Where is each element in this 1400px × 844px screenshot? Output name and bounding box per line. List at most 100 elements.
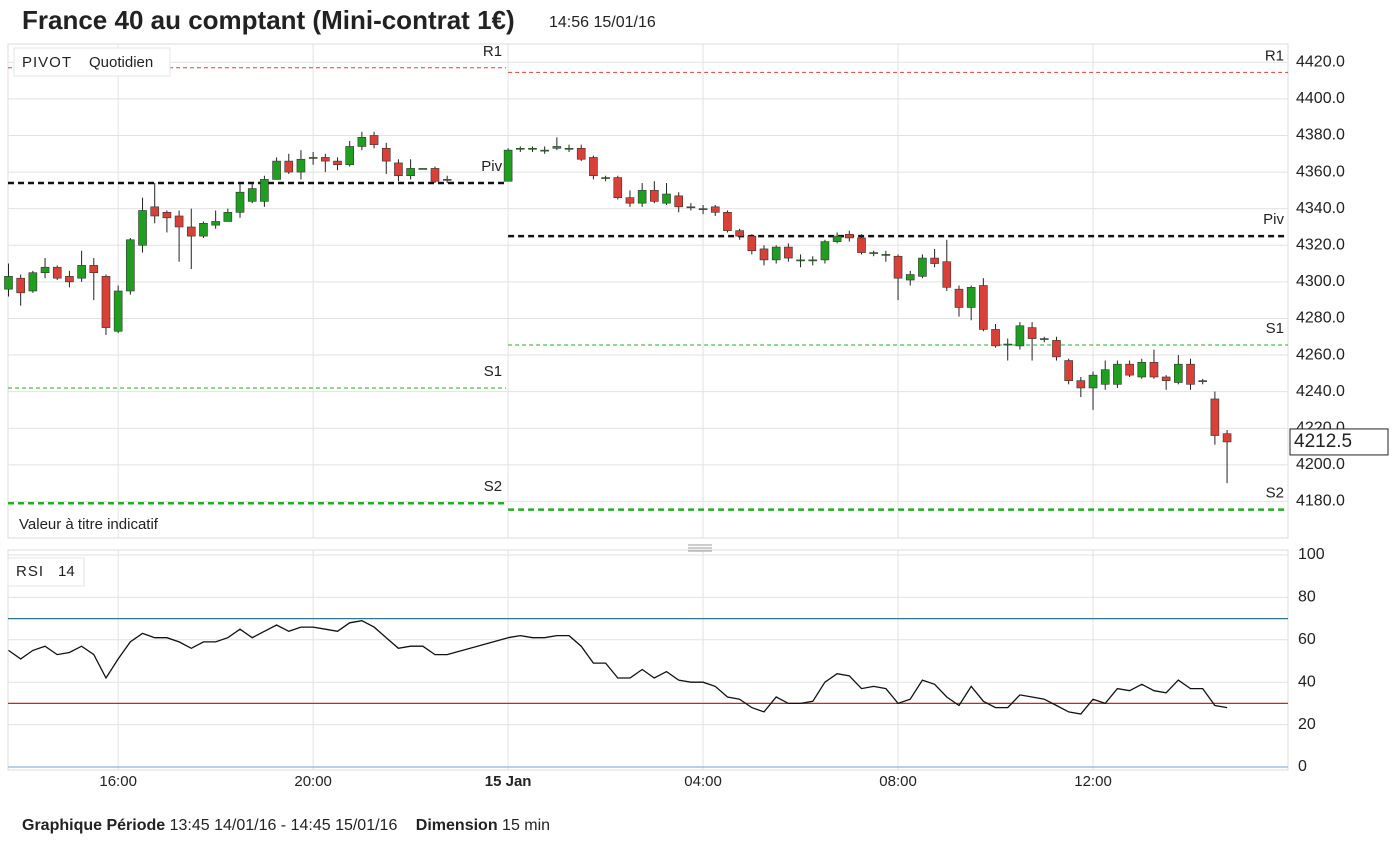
pivot-label: Piv — [1263, 211, 1284, 228]
candle-body — [1125, 363, 1134, 376]
candle-body — [28, 272, 38, 292]
y-tick-label: 100 — [1298, 546, 1325, 563]
candle-body — [710, 206, 720, 213]
candle-body — [650, 190, 659, 202]
candle-body — [394, 162, 403, 177]
candle-body — [260, 179, 269, 202]
candle-body — [528, 147, 537, 150]
candle-body — [564, 147, 574, 150]
candle-body — [1210, 398, 1220, 436]
candle-body — [747, 235, 757, 252]
candle-body — [126, 239, 135, 292]
candle-body — [199, 223, 208, 237]
x-tick-label: 16:00 — [99, 773, 137, 790]
y-tick-label: 4420.0 — [1296, 54, 1345, 71]
candle-body — [4, 276, 13, 290]
candle-body — [101, 276, 111, 328]
candle-body — [345, 146, 354, 166]
candle-body — [832, 235, 842, 242]
candle-body — [174, 215, 184, 228]
candle-body — [16, 277, 25, 294]
candle-body — [1149, 362, 1159, 378]
candle-body — [321, 157, 330, 162]
candle-body — [186, 226, 196, 237]
candle-body — [1113, 363, 1122, 385]
candle-body — [1186, 363, 1195, 385]
candle-body — [1027, 327, 1037, 339]
candle-body — [796, 259, 805, 262]
candle-body — [857, 237, 866, 253]
candle-body — [150, 206, 160, 217]
y-tick-label: 4280.0 — [1296, 310, 1345, 327]
y-tick-label: 4360.0 — [1296, 163, 1345, 180]
legend-study: RSI — [16, 563, 44, 580]
candle-body — [65, 276, 74, 283]
footer-label: Dimension — [416, 817, 498, 834]
pivot-label: S1 — [1266, 320, 1284, 337]
y-tick-label: 4240.0 — [1296, 383, 1345, 400]
candle-body — [40, 266, 50, 274]
note: Valeur à titre indicatif — [19, 516, 159, 533]
candle-body — [162, 212, 172, 219]
candle-body — [247, 188, 257, 202]
y-tick-label: 20 — [1298, 716, 1316, 733]
candle-body — [223, 212, 233, 222]
candle-body — [613, 177, 623, 198]
y-tick-label: 4340.0 — [1296, 200, 1345, 217]
candle-body — [735, 230, 744, 237]
price-panel — [7, 43, 1289, 539]
y-tick-label: 4300.0 — [1296, 273, 1345, 290]
candle-body — [686, 206, 696, 209]
candle-body — [77, 265, 86, 279]
rsi-line — [8, 620, 1228, 715]
candle-body — [1222, 433, 1232, 443]
candle-body — [515, 147, 525, 150]
grid — [8, 44, 1288, 770]
candle-body — [625, 197, 635, 204]
candle-body — [918, 257, 927, 277]
pivot-label: R1 — [483, 43, 502, 60]
candle-body — [869, 252, 878, 254]
y-tick-label: 80 — [1298, 589, 1316, 606]
candle-body — [381, 147, 391, 162]
candle-body — [442, 179, 452, 181]
panel-handle — [688, 544, 712, 552]
y-tick-label: 4320.0 — [1296, 236, 1345, 253]
candle-body — [235, 191, 245, 213]
pivot-label: R1 — [1265, 47, 1284, 64]
price-badge-label: 4212.5 — [1294, 431, 1352, 452]
pivot-label: S2 — [1266, 485, 1284, 502]
candle-body — [1161, 376, 1171, 381]
y-tick-label: 60 — [1298, 631, 1316, 648]
candle-body — [881, 254, 891, 256]
candle-body — [1137, 362, 1147, 378]
candle-body — [503, 149, 513, 182]
candle-body — [552, 146, 562, 149]
candle-body — [1039, 338, 1049, 340]
candle-body — [1198, 380, 1207, 382]
y-tick-label: 4380.0 — [1296, 127, 1345, 144]
candle-body — [272, 160, 281, 180]
candle-body — [942, 261, 952, 288]
candle-body — [966, 287, 976, 308]
candle-body — [589, 157, 598, 177]
candle-body — [296, 158, 306, 173]
candle-body — [893, 255, 903, 279]
y-tick-label: 40 — [1298, 673, 1316, 690]
x-tick-label: 20:00 — [294, 773, 332, 790]
candle-body — [954, 288, 964, 308]
candle-body — [52, 266, 62, 279]
candle-body — [979, 285, 988, 330]
timestamp: 14:56 15/01/16 — [549, 14, 656, 31]
candle-body — [89, 265, 99, 274]
legend-period: 14 — [58, 563, 75, 580]
candle-body — [284, 160, 294, 173]
y-tick-label: 0 — [1298, 758, 1307, 775]
candle-body — [1003, 343, 1013, 346]
candle-body — [540, 149, 549, 152]
candle-body — [138, 210, 147, 246]
candle-body — [784, 246, 793, 259]
x-tick-label: 12:00 — [1074, 773, 1112, 790]
candle-body — [991, 329, 1000, 347]
